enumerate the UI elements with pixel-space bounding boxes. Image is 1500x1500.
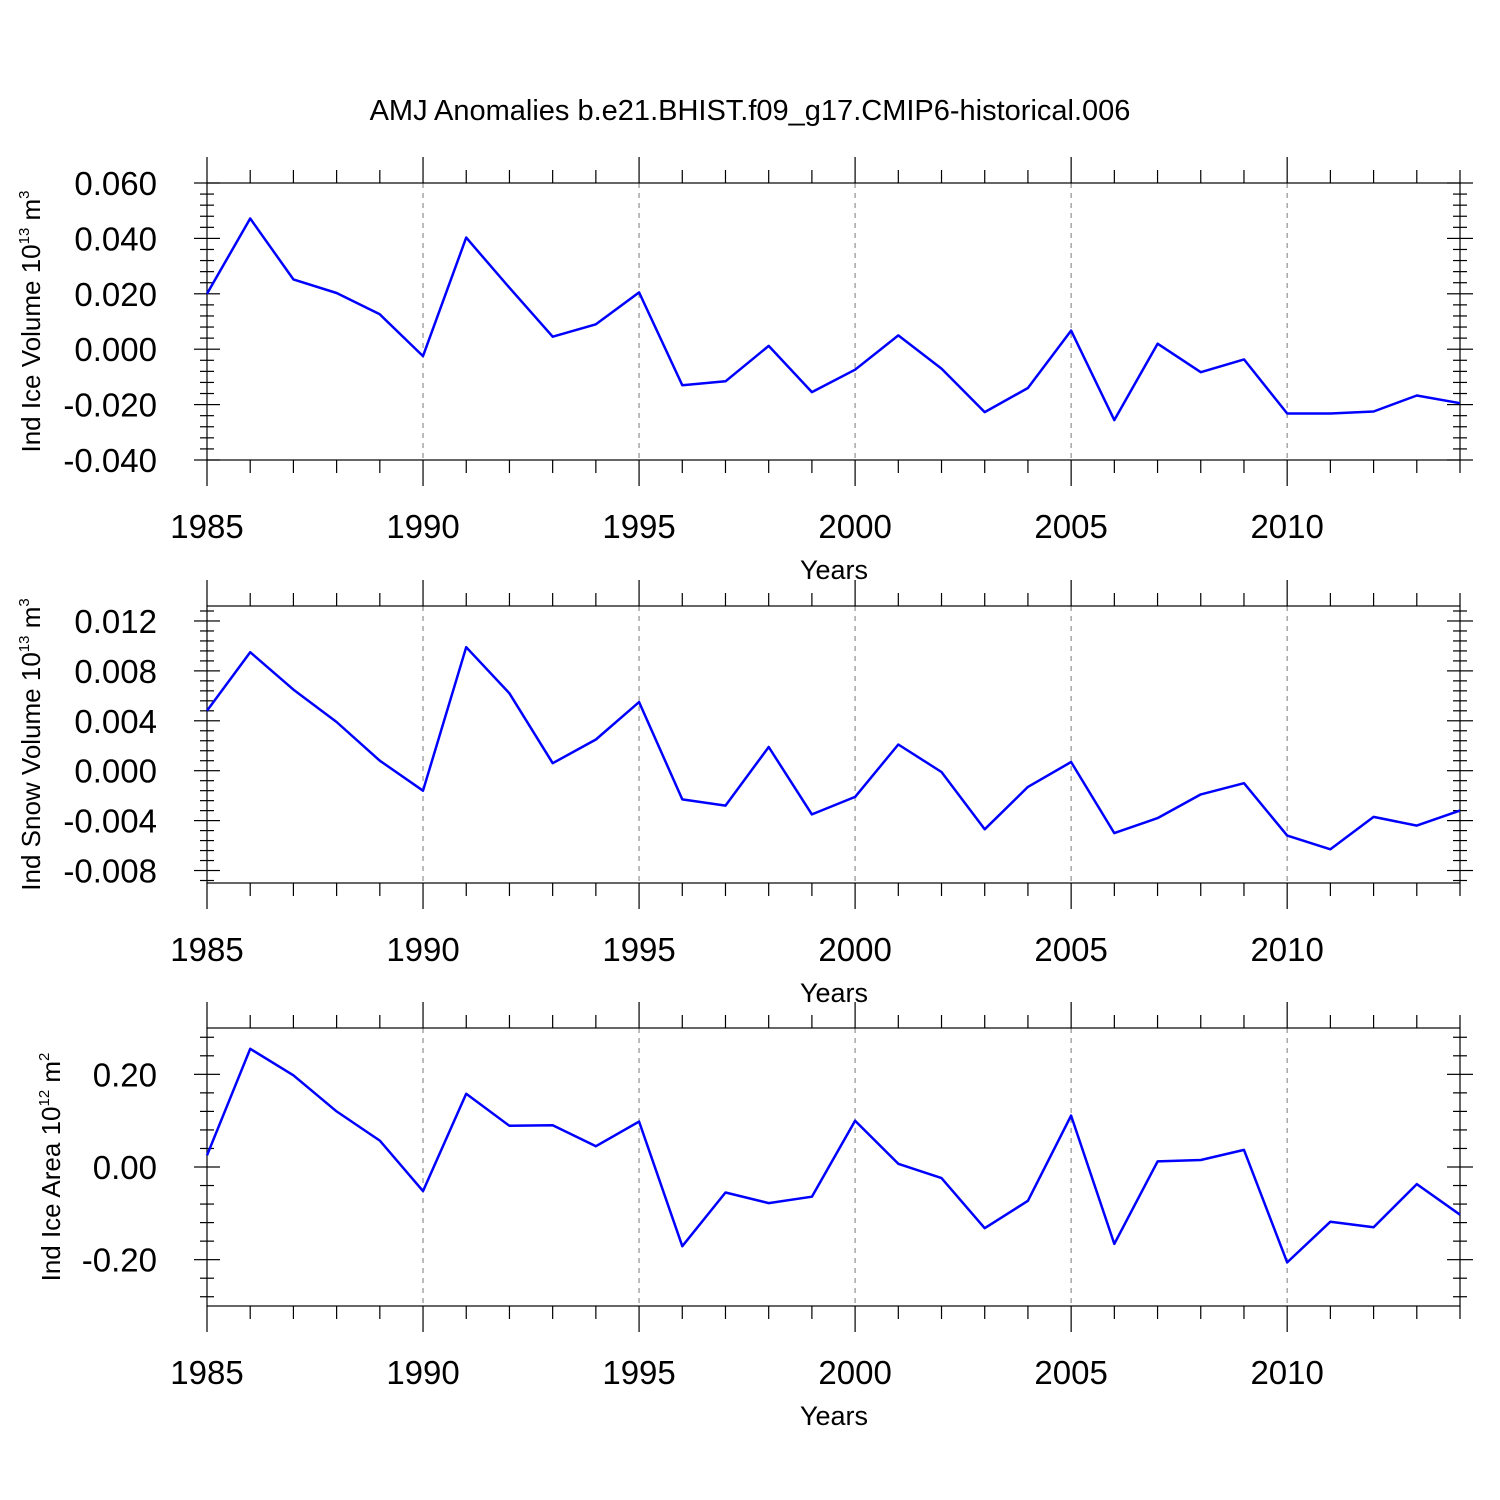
y-tick-label: -0.20 — [82, 1242, 157, 1279]
x-tick-label: 2010 — [1250, 931, 1323, 968]
y-tick-label: -0.004 — [63, 803, 157, 840]
y-tick-label: 0.000 — [74, 331, 157, 368]
y-tick-label: 0.040 — [74, 220, 157, 257]
y-tick-label: -0.040 — [63, 442, 157, 479]
y-tick-label: -0.020 — [63, 387, 157, 424]
y-tick-label: 0.060 — [74, 165, 157, 202]
data-series-line — [205, 217, 1461, 422]
x-axis-label: Years — [800, 978, 868, 1008]
x-tick-label: 1985 — [170, 508, 243, 545]
chart-panel-1: -0.040 -0.020 0.000 0.020 0.040 0.060 1985 1990… — [16, 157, 1473, 585]
x-tick-label: 2005 — [1034, 508, 1107, 545]
y-tick-label: 0.000 — [74, 753, 157, 790]
x-tick-label: 2010 — [1250, 508, 1323, 545]
y-tick-label: 0.020 — [74, 276, 157, 313]
data-series-line — [205, 1047, 1461, 1264]
x-tick-label: 2010 — [1250, 1354, 1323, 1391]
x-tick-label: 1985 — [170, 1354, 243, 1391]
figure-title: AMJ Anomalies b.e21.BHIST.f09_g17.CMIP6-… — [370, 95, 1131, 127]
plot-frame — [206, 182, 1461, 461]
y-tick-label: 0.008 — [74, 653, 157, 690]
chart-panel-3: -0.20 0.00 0.20 1985 1990 1995 2000 2005 2010 Yea… — [36, 1002, 1473, 1431]
x-axis-label: Years — [800, 555, 868, 585]
data-series-line — [205, 645, 1461, 851]
y-tick-label: 0.20 — [93, 1056, 157, 1093]
y-tick-label: -0.008 — [63, 853, 157, 890]
x-tick-label: 2005 — [1034, 1354, 1107, 1391]
y-tick-label: 0.004 — [74, 703, 157, 740]
y-tick-label: 0.012 — [74, 603, 157, 640]
chart-panel-2: -0.008 -0.004 0.000 0.004 0.008 0.012 1985 1990… — [16, 580, 1473, 1008]
x-tick-label: 1995 — [602, 508, 675, 545]
y-axis-label: Ind Snow Volume 1013 m3 — [16, 598, 46, 890]
x-tick-label: 2000 — [818, 508, 891, 545]
x-tick-label: 1995 — [602, 1354, 675, 1391]
x-tick-label: 1985 — [170, 931, 243, 968]
x-tick-label: 1990 — [386, 1354, 459, 1391]
x-tick-label: 1990 — [386, 508, 459, 545]
x-axis-label: Years — [800, 1401, 868, 1431]
x-tick-label: 2000 — [818, 931, 891, 968]
y-axis-label: Ind Ice Area 1012 m2 — [36, 1053, 66, 1282]
y-axis-label: Ind Ice Volume 1013 m3 — [16, 190, 46, 452]
y-tick-label: 0.00 — [93, 1149, 157, 1186]
x-tick-label: 2000 — [818, 1354, 891, 1391]
x-tick-label: 1995 — [602, 931, 675, 968]
x-tick-label: 1990 — [386, 931, 459, 968]
x-tick-label: 2005 — [1034, 931, 1107, 968]
plot-frame — [206, 605, 1461, 884]
plot-frame — [206, 1027, 1461, 1307]
